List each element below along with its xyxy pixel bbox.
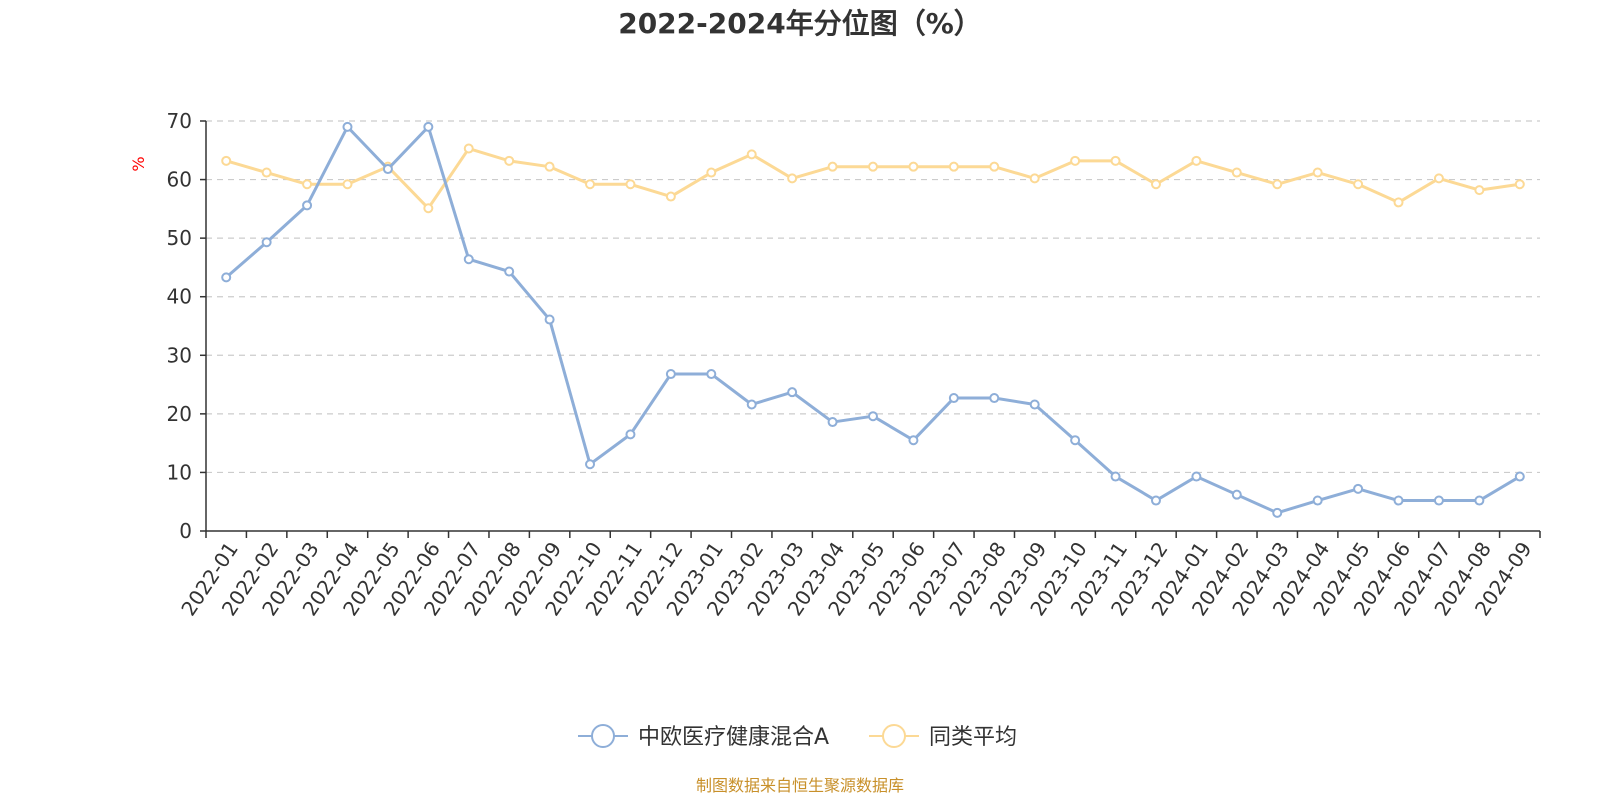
y-tick-label: 10 (167, 460, 192, 484)
data-point (1312, 495, 1323, 506)
data-point (868, 411, 878, 422)
y-axis-unit: % (129, 156, 148, 171)
data-point (1433, 495, 1444, 506)
series-line-1 (225, 147, 1521, 210)
data-point (1110, 471, 1121, 482)
data-point (1231, 167, 1242, 178)
data-point (423, 203, 434, 214)
data-point (342, 179, 353, 190)
legend-marker (591, 724, 615, 748)
data-point (1514, 471, 1525, 482)
data-point (827, 417, 838, 428)
data-point (221, 155, 232, 166)
data-point (1070, 155, 1081, 166)
axes: 0102030405060702022-012022-022022-032022… (167, 109, 1541, 620)
data-point (908, 435, 919, 446)
data-point (706, 369, 717, 380)
data-point (1191, 471, 1202, 482)
data-point (1029, 173, 1040, 184)
data-point (423, 121, 434, 132)
data-point (463, 143, 474, 154)
data-point (989, 393, 1000, 404)
data-point (261, 167, 272, 178)
y-tick-label: 70 (167, 109, 192, 133)
data-point (544, 161, 555, 172)
data-point (302, 200, 313, 211)
data-point (342, 121, 353, 132)
data-point (1150, 179, 1161, 190)
data-point (746, 399, 757, 410)
data-point (544, 314, 555, 325)
data-point (706, 167, 717, 178)
data-point (1514, 179, 1525, 190)
data-point (948, 393, 959, 404)
chart-title: 2022-2024年分位图（%） (618, 7, 982, 40)
data-point (1150, 495, 1161, 506)
y-tick-label: 60 (167, 168, 192, 192)
series-line-0 (225, 125, 1521, 515)
grid-lines (206, 120, 1540, 474)
data-point (746, 149, 757, 160)
data-source-note: 制图数据来自恒生聚源数据库 (696, 776, 904, 795)
series-lines (221, 121, 1525, 518)
data-point (1474, 185, 1485, 196)
y-tick-label: 40 (167, 285, 192, 309)
legend: 中欧医疗健康混合A 同类平均 (578, 724, 1017, 750)
data-point (382, 164, 393, 175)
data-point (665, 191, 676, 202)
data-point (1312, 167, 1323, 178)
data-point (1272, 179, 1283, 190)
data-point (1272, 507, 1283, 518)
data-point (625, 429, 636, 440)
data-point (1029, 399, 1040, 410)
data-point (1070, 435, 1081, 446)
data-point (1231, 489, 1242, 500)
legend-label: 同类平均 (929, 725, 1017, 750)
data-point (1191, 155, 1202, 166)
data-point (1110, 155, 1121, 166)
y-tick-label: 50 (167, 226, 192, 250)
data-point (302, 179, 313, 190)
data-point (1393, 495, 1404, 506)
y-tick-label: 20 (167, 402, 192, 426)
data-point (665, 369, 676, 380)
data-point (504, 155, 515, 166)
data-point (787, 387, 798, 398)
data-point (504, 266, 515, 277)
data-point (989, 161, 1000, 172)
legend-label: 中欧医疗健康混合A (638, 725, 829, 750)
data-point (827, 161, 838, 172)
data-point (1474, 495, 1485, 506)
data-point (948, 161, 959, 172)
legend-marker (882, 724, 906, 748)
data-point (625, 179, 636, 190)
y-tick-label: 30 (167, 343, 192, 367)
data-point (261, 237, 272, 248)
data-point (1353, 179, 1364, 190)
data-point (1433, 173, 1444, 184)
data-point (868, 161, 878, 172)
data-point (908, 161, 919, 172)
data-point (585, 179, 596, 190)
data-point (463, 254, 474, 265)
data-point (585, 459, 596, 470)
y-tick-label: 0 (179, 519, 192, 543)
data-point (787, 173, 798, 184)
data-point (1353, 483, 1364, 494)
data-point (221, 272, 232, 283)
data-point (1393, 197, 1404, 208)
